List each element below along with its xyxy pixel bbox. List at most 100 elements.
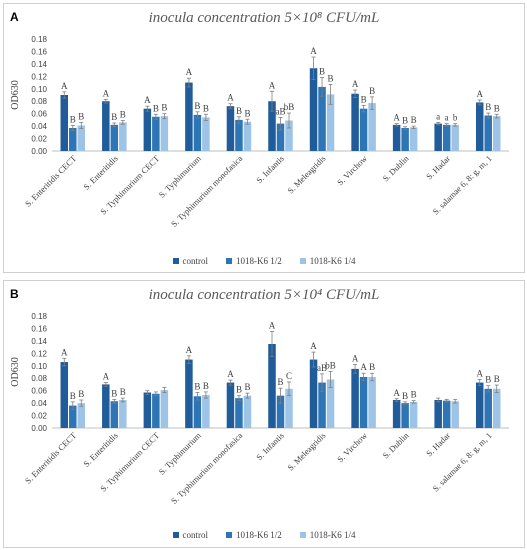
y-tick-label: 0.06	[31, 110, 47, 119]
significance-label: bB	[325, 360, 336, 370]
bar	[484, 115, 492, 151]
bar	[119, 122, 127, 151]
significance-label: B	[369, 362, 375, 372]
significance-label: B	[402, 391, 408, 401]
y-tick-label: 0.08	[31, 97, 47, 106]
significance-label: B	[203, 381, 209, 391]
bar	[160, 390, 169, 428]
y-tick-label: 0.16	[31, 47, 47, 56]
bar	[226, 106, 235, 151]
x-tick-label: S. Infantis	[254, 430, 286, 462]
y-tick-label: 0.14	[31, 337, 47, 346]
significance-label: B	[485, 102, 491, 112]
legend-swatch	[226, 532, 232, 538]
bar	[451, 401, 459, 428]
bar	[77, 125, 86, 151]
bar	[401, 403, 409, 428]
legend-label: control	[182, 530, 209, 540]
bar	[193, 114, 202, 151]
x-tick-label: S. Meleagridis	[285, 430, 327, 472]
significance-label: A	[103, 372, 110, 382]
significance-label: B	[244, 382, 250, 392]
legend-label: 1018-K6 1/4	[309, 530, 356, 540]
y-tick-label: 0.10	[31, 85, 47, 94]
x-tick-label: S. Enteritidis CECT	[23, 153, 79, 209]
bar	[285, 388, 293, 428]
significance-label: A	[269, 321, 276, 331]
legend-swatch	[226, 258, 232, 264]
significance-label: a	[436, 111, 440, 121]
significance-label: B	[319, 67, 325, 77]
bar	[351, 93, 359, 151]
significance-label: B	[111, 112, 117, 122]
y-axis-label: OD630	[10, 80, 21, 109]
significance-label: A	[310, 341, 317, 351]
y-tick-label: 0.00	[31, 424, 47, 433]
significance-label: A	[103, 88, 110, 98]
legend-label: 1018-K6 1/4	[309, 256, 356, 266]
bar	[351, 368, 359, 428]
bar	[359, 108, 368, 151]
bar	[243, 395, 252, 428]
legend-item-half: 1018-K6 1/2	[226, 530, 282, 540]
significance-label: B	[402, 116, 408, 126]
bar	[185, 359, 193, 428]
bar	[276, 395, 285, 428]
x-tick-label: S. Hadar	[424, 430, 452, 458]
bar	[152, 393, 160, 428]
significance-label: B	[203, 103, 209, 113]
bar	[110, 401, 119, 428]
x-tick-label: S. Enteritidis CECT	[23, 430, 79, 486]
bar	[143, 108, 152, 151]
bar	[368, 103, 376, 151]
x-tick-label: S. Typhimurium	[157, 430, 204, 477]
significance-label: A	[61, 347, 68, 357]
legend-label: control	[182, 256, 209, 266]
bar	[285, 120, 293, 151]
significance-label: B	[153, 103, 159, 113]
legend: control 1018-K6 1/2 1018-K6 1/4	[4, 256, 524, 266]
legend: control 1018-K6 1/2 1018-K6 1/4	[4, 530, 524, 540]
significance-label: B	[411, 115, 417, 125]
significance-label: A	[61, 81, 68, 91]
bar	[442, 124, 451, 151]
bar	[202, 395, 210, 428]
x-tick-label: S. Enteritidis	[81, 153, 119, 191]
legend-swatch	[299, 532, 306, 538]
chart-title: inocula concentration 5×10⁸ CFU/mL	[148, 10, 380, 26]
bar	[160, 116, 169, 151]
significance-label: A	[352, 79, 359, 89]
x-tick-label: S. Hadar	[424, 153, 452, 181]
bar	[392, 400, 401, 428]
bar	[409, 401, 418, 428]
y-axis-label: OD630	[10, 357, 21, 386]
bar	[77, 403, 86, 428]
significance-label: B	[494, 103, 500, 113]
significance-label: B	[120, 387, 126, 397]
bar	[475, 382, 484, 428]
significance-label: B	[328, 73, 334, 83]
legend-item-control: control	[172, 530, 209, 540]
bar	[409, 127, 418, 151]
significance-label: A	[310, 46, 317, 56]
x-tick-label: S. Enteritidis	[81, 430, 119, 468]
bar	[326, 379, 335, 428]
chart-title: inocula concentration 5×10⁴ CFU/mL	[148, 287, 380, 303]
bar	[226, 382, 235, 428]
bar	[69, 405, 77, 428]
chart-panel-a: A inocula concentration 5×10⁸ CFU/mL OD6…	[3, 3, 525, 273]
x-tick-label: S. Infantis	[254, 153, 286, 185]
x-tick-label: S. Dublin	[380, 153, 411, 184]
y-tick-label: 0.00	[31, 147, 47, 156]
y-tick-label: 0.16	[31, 324, 47, 333]
bar	[368, 376, 376, 428]
y-tick-label: 0.04	[31, 399, 47, 408]
significance-label: B	[361, 95, 367, 105]
bar	[243, 121, 252, 151]
x-tick-label: S. Dublin	[380, 430, 411, 461]
y-tick-label: 0.08	[31, 374, 47, 383]
significance-label: A	[476, 368, 483, 378]
bar	[309, 68, 318, 151]
y-tick-label: 0.18	[31, 35, 47, 44]
y-tick-label: 0.18	[31, 312, 47, 321]
